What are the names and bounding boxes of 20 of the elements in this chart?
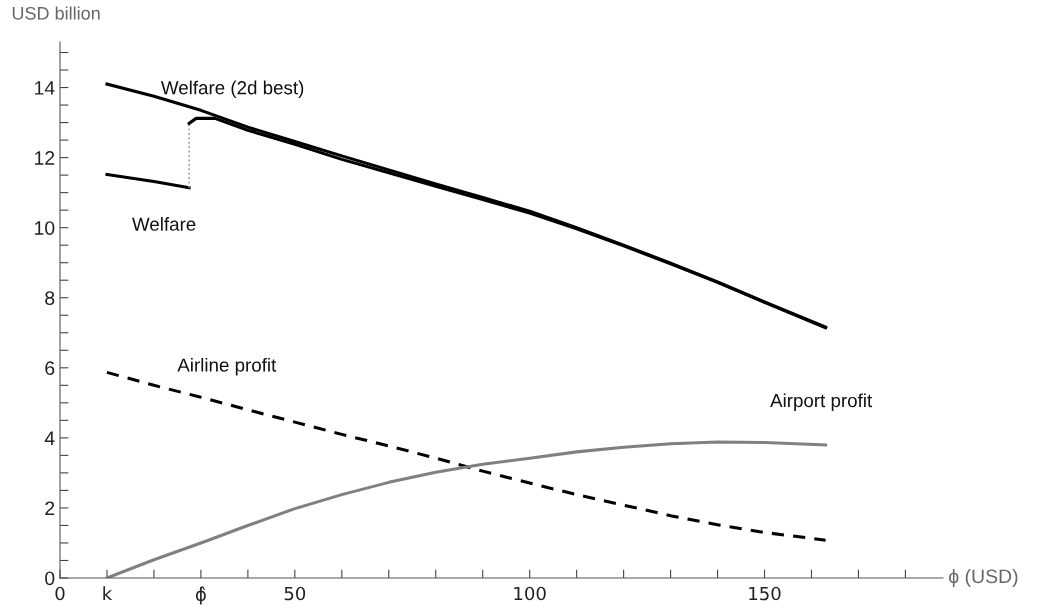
y-tick-label: 6 [45,361,55,376]
x-tick-label: 0 [55,586,65,601]
y-tick-label: 12 [35,151,55,165]
series-label: Welfare (2d best) [160,80,304,99]
x-axis-title: ϕ (USD) [949,568,1018,588]
x-tick-label: 150 [749,586,781,601]
x-tick-label: 50 [284,586,306,601]
y-tick-label: 4 [44,431,55,445]
y-tick-label: 2 [45,501,55,515]
y-tick-label: 0 [45,571,55,586]
x-tick-label: 100 [514,586,546,601]
y-tick-label: 10 [35,221,55,235]
series-label: Welfare [132,217,196,231]
y-tick-label: 8 [45,291,55,305]
series-label: Airline profit [177,357,277,376]
x-tick-label: ϕ̂ [195,586,206,605]
x-tick-label: k [103,586,113,601]
y-axis-title: USD billion [12,6,100,20]
y-tick-label: 14 [35,81,55,95]
series-label: Airport profit [770,393,873,411]
